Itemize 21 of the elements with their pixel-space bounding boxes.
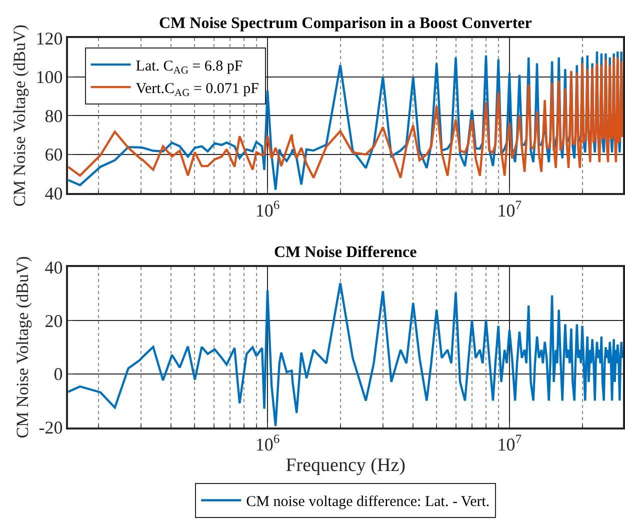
y-tick-label: 80: [44, 106, 63, 126]
legend-label: Lat. C$_{AG}$ = 6.8 pF: [136, 58, 243, 77]
chart-title: CM Noise Difference: [274, 244, 417, 261]
x-tick-label: 10$^{6}$: [255, 198, 280, 221]
y-tick-label: 40: [44, 184, 63, 204]
x-tick-label: 10$^{6}$: [255, 432, 280, 455]
y-tick-label: 20: [44, 310, 63, 331]
y-tick-label: 120: [36, 28, 63, 48]
x-tick-label: 10$^{7}$: [497, 432, 522, 455]
y-tick-label: 40: [44, 257, 63, 278]
y-axis-title: CM Noise Voltage (dBuV): [12, 256, 32, 438]
x-axis-title: Frequency (Hz): [286, 455, 406, 476]
chart-title: CM Noise Spectrum Comparison in a Boost Converter: [159, 15, 532, 32]
y-tick-label: -20: [38, 418, 63, 438]
x-tick-label: 10$^{7}$: [497, 198, 522, 221]
y-tick-label: 60: [44, 144, 63, 165]
legend-label: Vert.C$_{AG}$ = 0.071 pF: [136, 80, 260, 100]
y-tick-label: 0: [54, 364, 63, 384]
y-tick-label: 100: [36, 67, 63, 88]
legend-label: CM noise voltage difference: Lat. - Vert.: [246, 494, 490, 510]
y-axis-title: CM Noise Voltage (dBuV): [10, 24, 29, 207]
